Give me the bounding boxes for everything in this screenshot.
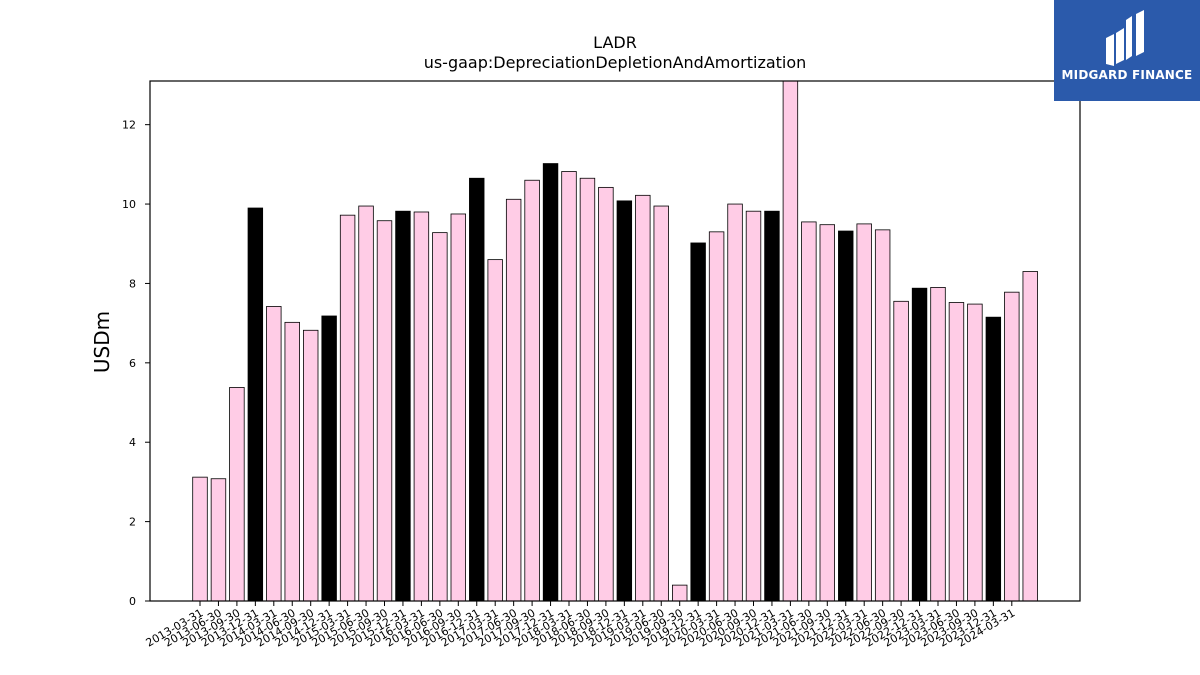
bar [229,387,245,602]
bar [745,210,762,602]
plot-frame [149,80,1081,602]
bar [653,205,669,602]
bar [967,303,983,602]
y-tick-label: 6 [129,357,136,370]
bar [690,242,706,602]
brand-name: MIDGARD FINANCE [1061,68,1193,82]
bar [266,306,282,602]
bar [321,315,337,602]
brand-logo: MIDGARD FINANCE [1054,0,1200,101]
bar [505,198,522,602]
bar [450,213,467,602]
bar [727,203,743,602]
bar [469,177,485,602]
bar [247,207,264,602]
bar [1004,291,1020,602]
chart-title: LADR [593,33,637,52]
y-tick-label: 10 [122,198,136,211]
bar [874,229,891,602]
y-tick-label: 12 [122,119,136,132]
bar [819,224,836,602]
bar [856,223,872,602]
bar [635,194,651,602]
bar [358,205,374,602]
bar [598,186,614,602]
bar [395,210,411,602]
bar [284,321,300,602]
bar [948,302,965,602]
midgard-logo-icon [1106,10,1144,66]
bar [542,163,559,602]
y-axis-ticks: 0 2 4 6 8 10 12 [122,119,150,608]
bar [579,177,596,602]
bar [339,214,356,602]
bar [192,476,208,602]
bar [838,230,854,602]
bars-group [192,80,1038,602]
bar [672,584,688,602]
bar [210,478,227,602]
bar [985,316,1002,602]
bar [413,211,430,602]
bar [524,179,540,602]
bar [561,171,577,602]
bar [616,200,633,602]
bar [432,232,448,602]
bar [302,329,319,602]
bar [708,231,725,602]
chart-subtitle: us-gaap:DepreciationDepletionAndAmortiza… [424,53,807,72]
bar [801,221,817,602]
y-tick-label: 8 [129,277,136,290]
y-axis-label: USDm [90,311,114,373]
bar [911,287,928,602]
bar [893,300,909,602]
bar [487,259,503,602]
bar [376,220,393,602]
bar [1022,271,1038,602]
y-tick-label: 2 [129,516,136,529]
y-tick-label: 4 [129,436,136,449]
bar [782,80,799,602]
bar [930,287,946,602]
y-tick-label: 0 [129,595,136,608]
bar [764,210,780,602]
x-axis-ticks: 2013-03-312013-06-302013-09-302013-12-31… [144,601,1017,650]
